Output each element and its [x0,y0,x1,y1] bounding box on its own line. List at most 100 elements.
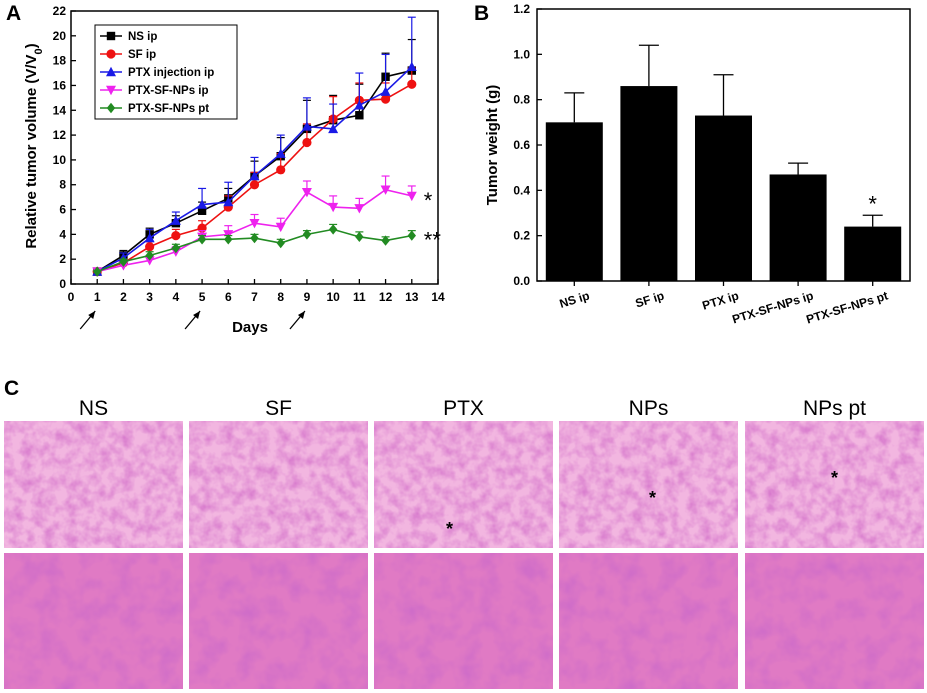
chart-b-ytick-label: 1.0 [513,47,530,61]
histology-tile-low-texture [189,421,368,548]
chart-a-ytick-label: 20 [53,29,67,43]
chart-a-point [380,86,391,96]
histology-necrosis-marker: * [446,519,453,539]
chart-a-ytick-label: 14 [53,103,67,117]
histology-column-title: NPs [629,397,669,420]
chart-a-series [93,223,416,277]
histology-tile-high-texture [4,553,183,689]
chart-a-significance-star: * [424,188,433,213]
chart-b-ytick-label: 0.2 [513,229,530,243]
chart-b-xtick-label: PTX-SF-NPs pt [805,288,890,326]
histology-column-title: SF [265,397,292,420]
chart-a-point [93,266,102,277]
chart-a-point [250,232,259,244]
chart-b-xtick-label: PTX-SF-NPs ip [731,288,815,326]
chart-a-point [301,187,312,198]
chart-a-point [328,224,338,235]
chart-a-legend-label: SF ip [128,49,156,61]
histology-necrosis-marker: * [649,488,656,508]
chart-a-point [223,196,234,207]
histology-tile-high-texture [745,553,924,689]
chart-a-series [92,175,417,277]
histology-necrosis-marker: * [831,468,838,488]
chart-a-point [144,232,155,243]
chart-b-bar [620,86,678,281]
chart-a-injection-arrowhead [297,311,305,319]
chart-a-ytick-label: 6 [59,203,66,217]
histology-grid: NS SF PTX * NPs * NPs pt * [4,397,924,689]
histology-tile-low-texture [4,421,183,548]
chart-a-point [249,218,260,229]
chart-a-point [145,242,155,252]
panel-letter-b: B [474,2,489,25]
chart-a-xtick-label: 13 [405,290,419,304]
chart-a-point [171,231,181,241]
chart-a-ytick-label: 22 [53,4,67,18]
chart-a-xtick-label: 10 [326,290,340,304]
chart-a-xtick-label: 6 [225,290,232,304]
chart-a-point [355,231,364,243]
chart-a-point [170,215,181,225]
chart-a-injection-arrowhead [193,311,201,319]
chart-a-legend-marker [106,102,116,114]
chart-b-bar [844,226,902,281]
chart-a-xtick-label: 12 [379,290,393,304]
chart-a-point [328,202,339,213]
chart-a-point [144,256,155,266]
chart-a-legend-label: PTX injection ip [128,67,214,79]
chart-a-point [380,94,391,104]
chart-a-legend-label: NS ip [128,31,157,43]
chart-a-point [380,185,391,195]
chart-a-legend-marker [106,85,116,96]
chart-b-xtick-label: SF ip [634,288,666,310]
chart-a-point [381,235,390,246]
chart-a-ylabel: Relative tumor volume (V/V0) [23,43,45,248]
histology-column-title: NPs pt [803,397,866,420]
chart-a-point [407,230,416,241]
chart-a-point [354,204,365,214]
chart-a-point [406,191,417,202]
chart-b-xtick-label: NS ip [558,288,591,310]
chart-a-xtick-label: 4 [173,290,180,304]
chart-b-ytick-label: 0.8 [513,93,530,107]
chart-a-xtick-label: 3 [146,290,153,304]
chart-a-legend-marker [106,66,116,77]
chart-a-point [197,234,207,245]
chart-a-legend-label: PTX-SF-NPs pt [128,103,209,115]
chart-b-ytick-label: 0.0 [513,274,530,288]
chart-a-point [275,148,286,158]
chart-a-point [197,206,207,215]
histology-tile-high-texture [189,553,368,689]
chart-a-point [301,121,312,131]
chart-a-series-line [97,188,412,273]
chart-b-bar [545,122,603,281]
chart-a-ytick-label: 4 [59,227,66,241]
chart-a-point [197,199,208,209]
chart-a-significance-star: ** [424,228,442,253]
histology-column-title: NS [79,397,108,420]
chart-a-point [224,234,233,245]
chart-b: 0.0 0.2 0.4 0.6 0.8 1.0 1.2 Tumor weight (g) NS … [484,2,911,327]
chart-a-point [276,237,285,249]
chart-a-point [407,79,417,89]
chart-b-ytick-label: 0.6 [513,138,530,152]
chart-a-point [171,242,181,254]
histology-tile-low-texture [559,421,738,548]
chart-b-xtick-label: PTX ip [701,288,741,312]
chart-a-point [275,222,286,233]
chart-b-ytick-label: 1.2 [513,2,530,16]
chart-a-point [249,180,260,190]
panel-letter-a: A [6,2,21,25]
chart-b-ytick-label: 0.4 [513,183,530,197]
chart-b-bar [695,115,752,282]
chart-a-point [119,256,128,267]
chart-a-xtick-label: 2 [120,290,127,304]
chart-b-bar [769,174,827,281]
chart-a-xtick-label: 14 [431,290,445,304]
chart-a-xtick-label: 0 [68,290,75,304]
chart-a-ytick-label: 8 [59,178,66,192]
chart-a-ytick-label: 12 [53,128,67,142]
chart-a-legend-marker [106,49,116,59]
